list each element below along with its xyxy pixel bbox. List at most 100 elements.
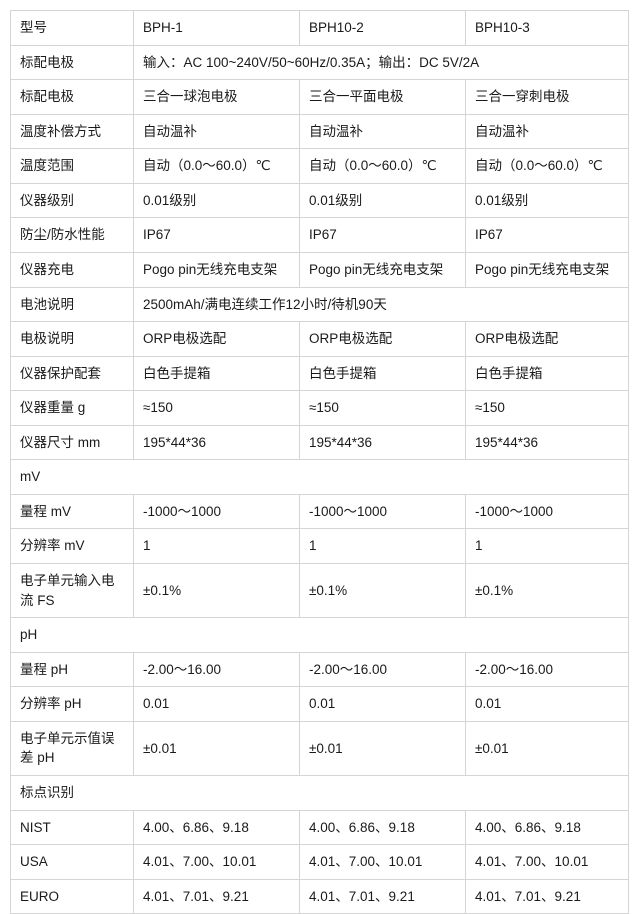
table-row: mV [10, 459, 629, 495]
row-value-cell-merged: 2500mAh/满电连续工作12小时/待机90天 [133, 286, 629, 323]
row-label-cell: 温度补偿方式 [10, 113, 134, 150]
table-row: 标配电极 三合一球泡电极 三合一平面电极 三合一穿刺电极 [10, 79, 629, 115]
table-row: 电子单元示值误差 pH ±0.01 ±0.01 ±0.01 [10, 720, 629, 776]
table-row: USA 4.01、7.00、10.01 4.01、7.00、10.01 4.01、7.… [10, 844, 629, 880]
row-value-cell-2: -2.00～16.00 [299, 651, 466, 688]
row-value-cell-3: ±0.1% [465, 562, 629, 619]
table-row: 标配电极 输入：AC 100~240V/50~60Hz/0.35A；输出：DC 5… [10, 44, 629, 81]
row-value-cell-1: 4.00、6.86、9.18 [133, 809, 300, 846]
row-value-cell-1: 4.01、7.01、9.21 [133, 878, 300, 914]
row-value-cell-3: 195*44*36 [465, 424, 629, 461]
row-value-cell-3: 4.01、7.01、9.21 [465, 878, 629, 914]
row-value-cell-2: 0.01 [299, 686, 466, 722]
table-row: 电极说明 ORP电极选配 ORP电极选配 ORP电极选配 [10, 321, 629, 357]
row-label-cell: 量程 pH [10, 651, 134, 688]
table-row: 温度补偿方式 自动温补 自动温补 自动温补 [10, 113, 629, 150]
row-value-cell-2: ±0.1% [299, 562, 466, 619]
table-row: 仪器充电 Pogo pin无线充电支架 Pogo pin无线充电支架 Pogo pin… [10, 251, 629, 288]
row-value-cell-2: 三合一平面电极 [299, 79, 466, 115]
row-label-cell: 温度范围 [10, 148, 134, 184]
row-value-cell-1: IP67 [133, 217, 300, 253]
row-value-cell-3: 4.01、7.00、10.01 [465, 844, 629, 880]
row-value-cell-1: BPH-1 [133, 10, 300, 46]
table-row: NIST 4.00、6.86、9.18 4.00、6.86、9.18 4.00、6.8… [10, 809, 629, 846]
row-label-cell: 电子单元输入电流 FS [10, 562, 134, 619]
row-value-cell-3: -2.00～16.00 [465, 651, 629, 688]
row-value-cell-1: Pogo pin无线充电支架 [133, 251, 300, 288]
row-label-cell: 标配电极 [10, 44, 134, 81]
row-value-cell-2: ≈150 [299, 390, 466, 426]
table-row: 标点识别 [10, 774, 629, 811]
row-value-cell-3: IP67 [465, 217, 629, 253]
row-label-cell: 仪器重量 g [10, 390, 134, 426]
row-value-cell-1: 0.01级别 [133, 182, 300, 219]
row-label-cell: 电子单元示值误差 pH [10, 720, 134, 776]
row-value-cell-1: 自动温补 [133, 113, 300, 150]
row-label-cell: 仪器级别 [10, 182, 134, 219]
row-value-cell-1: ±0.01 [133, 720, 300, 776]
row-label-cell: USA [10, 844, 134, 880]
row-value-cell-2: 4.01、7.00、10.01 [299, 844, 466, 880]
row-value-cell-1: 0.01 [133, 686, 300, 722]
table-row: 分辨率 mV 1 1 1 [10, 528, 629, 564]
row-value-cell-3: 0.01 [465, 686, 629, 722]
table-row: 电池说明 2500mAh/满电连续工作12小时/待机90天 [10, 286, 629, 323]
row-value-cell-2: 自动（0.0～60.0）℃ [299, 148, 466, 184]
row-label-cell: 防尘/防水性能 [10, 217, 134, 253]
row-label-cell: 型号 [10, 10, 134, 46]
row-value-cell-1: 自动（0.0～60.0）℃ [133, 148, 300, 184]
row-value-cell-1: 195*44*36 [133, 424, 300, 461]
row-label-cell: 电池说明 [10, 286, 134, 323]
row-value-cell-3: Pogo pin无线充电支架 [465, 251, 629, 288]
row-value-cell-3: -1000～1000 [465, 493, 629, 530]
row-value-cell-1: ORP电极选配 [133, 321, 300, 357]
row-label-cell: 分辨率 pH [10, 686, 134, 722]
row-label-cell: 仪器保护配套 [10, 355, 134, 392]
row-value-cell-2: Pogo pin无线充电支架 [299, 251, 466, 288]
product-specification-table: 型号 BPH-1 BPH10-2 BPH10-3 标配电极 输入：AC 100~240V/… [10, 10, 629, 914]
row-label-cell: NIST [10, 809, 134, 846]
row-value-cell-2: IP67 [299, 217, 466, 253]
row-label-cell: EURO [10, 878, 134, 914]
row-value-cell-2: 4.00、6.86、9.18 [299, 809, 466, 846]
table-row: 仪器尺寸 mm 195*44*36 195*44*36 195*44*36 [10, 424, 629, 461]
row-label-cell: 仪器尺寸 mm [10, 424, 134, 461]
row-value-cell-1: ≈150 [133, 390, 300, 426]
section-header-cell: mV [10, 459, 629, 495]
table-row: 量程 pH -2.00～16.00 -2.00～16.00 -2.00～16.00 [10, 651, 629, 688]
row-value-cell-1: ±0.1% [133, 562, 300, 619]
row-value-cell-3: ±0.01 [465, 720, 629, 776]
table-row: 仪器保护配套 白色手提箱 白色手提箱 白色手提箱 [10, 355, 629, 392]
row-value-cell-2: -1000～1000 [299, 493, 466, 530]
row-value-cell-2: 1 [299, 528, 466, 564]
row-value-cell-3: 白色手提箱 [465, 355, 629, 392]
row-value-cell-3: 4.00、6.86、9.18 [465, 809, 629, 846]
row-value-cell-1: 三合一球泡电极 [133, 79, 300, 115]
table-row: 防尘/防水性能 IP67 IP67 IP67 [10, 217, 629, 253]
table-row: EURO 4.01、7.01、9.21 4.01、7.01、9.21 4.01、7.0… [10, 878, 629, 914]
row-value-cell-2: 0.01级别 [299, 182, 466, 219]
row-value-cell-merged: 输入：AC 100~240V/50~60Hz/0.35A；输出：DC 5V/2A [133, 44, 629, 81]
row-label-cell: 量程 mV [10, 493, 134, 530]
row-value-cell-1: -1000～1000 [133, 493, 300, 530]
row-value-cell-3: ≈150 [465, 390, 629, 426]
row-value-cell-3: 三合一穿刺电极 [465, 79, 629, 115]
row-value-cell-3: ORP电极选配 [465, 321, 629, 357]
table-row: 电子单元输入电流 FS ±0.1% ±0.1% ±0.1% [10, 562, 629, 619]
row-value-cell-2: ORP电极选配 [299, 321, 466, 357]
row-value-cell-1: 1 [133, 528, 300, 564]
row-value-cell-3: 自动（0.0～60.0）℃ [465, 148, 629, 184]
row-label-cell: 电极说明 [10, 321, 134, 357]
row-value-cell-2: 195*44*36 [299, 424, 466, 461]
row-label-cell: 仪器充电 [10, 251, 134, 288]
table-row: 温度范围 自动（0.0～60.0）℃ 自动（0.0～60.0）℃ 自动（0.0～60.… [10, 148, 629, 184]
table-row: 仪器重量 g ≈150 ≈150 ≈150 [10, 390, 629, 426]
row-label-cell: 标配电极 [10, 79, 134, 115]
row-value-cell-1: 白色手提箱 [133, 355, 300, 392]
row-label-cell: 分辨率 mV [10, 528, 134, 564]
row-value-cell-2: 4.01、7.01、9.21 [299, 878, 466, 914]
table-body: 型号 BPH-1 BPH10-2 BPH10-3 标配电极 输入：AC 100~240V/… [10, 10, 629, 914]
row-value-cell-2: 白色手提箱 [299, 355, 466, 392]
row-value-cell-2: BPH10-2 [299, 10, 466, 46]
